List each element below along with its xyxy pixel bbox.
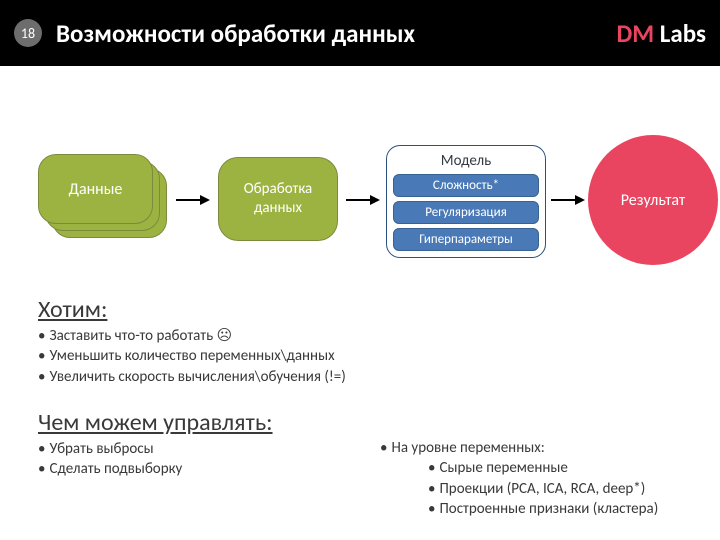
model-item-2: Гиперпараметры xyxy=(393,228,539,251)
want-item-0: Заставить что-то работать ☹ xyxy=(49,326,232,346)
vars-list: •На уровне переменных: •Сырые переменные… xyxy=(380,438,658,519)
want-list: •Заставить что-то работать ☹ •Уменьшить … xyxy=(38,326,346,387)
node-processing: Обработка данных xyxy=(218,157,338,241)
logo: DM Labs xyxy=(617,18,706,49)
want-heading: Хотим: xyxy=(38,295,346,324)
logo-dm: DM xyxy=(617,18,655,49)
control-item-1: Сделать подвыборку xyxy=(49,459,182,479)
header: 18 Возможности обработки данных DM Labs xyxy=(0,0,720,66)
flow-diagram: Данные Обработка данных Модель Сложность… xyxy=(0,101,720,301)
model-item-1: Регуляризация xyxy=(393,201,539,224)
control-list: •Убрать выбросы •Сделать подвыборку xyxy=(38,439,273,480)
want-block: Хотим: •Заставить что-то работать ☹ •Уме… xyxy=(38,295,346,387)
logo-labs: Labs xyxy=(654,18,706,49)
arrow-1 xyxy=(176,193,210,207)
node-data-label: Данные xyxy=(69,180,123,199)
node-result: Результат xyxy=(588,135,718,265)
want-item-1: Уменьшить количество переменных\данных xyxy=(49,346,334,366)
node-result-label: Результат xyxy=(621,191,685,210)
model-title: Модель xyxy=(393,152,539,170)
vars-item-3: Построенные признаки (кластера) xyxy=(439,499,658,519)
node-model: Модель Сложность* Регуляризация Гиперпар… xyxy=(386,145,546,258)
vars-block: •На уровне переменных: •Сырые переменные… xyxy=(380,438,658,519)
vars-item-2: Проекции (PCA, ICA, RCA, deep*) xyxy=(439,479,645,499)
control-item-0: Убрать выбросы xyxy=(49,439,153,459)
want-item-2: Увеличить скорость вычисления\обучения (… xyxy=(49,367,345,387)
control-block: Чем можем управлять: •Убрать выбросы •Сд… xyxy=(38,408,273,480)
page-title: Возможности обработки данных xyxy=(56,18,603,49)
node-processing-label: Обработка данных xyxy=(219,180,337,218)
arrow-2 xyxy=(346,193,380,207)
vars-item-1: Сырые переменные xyxy=(439,458,567,478)
page-number-badge: 18 xyxy=(14,19,42,47)
control-heading: Чем можем управлять: xyxy=(38,408,273,437)
model-item-0: Сложность* xyxy=(393,174,539,197)
arrow-3 xyxy=(551,193,585,207)
vars-item-0: На уровне переменных: xyxy=(391,438,544,458)
